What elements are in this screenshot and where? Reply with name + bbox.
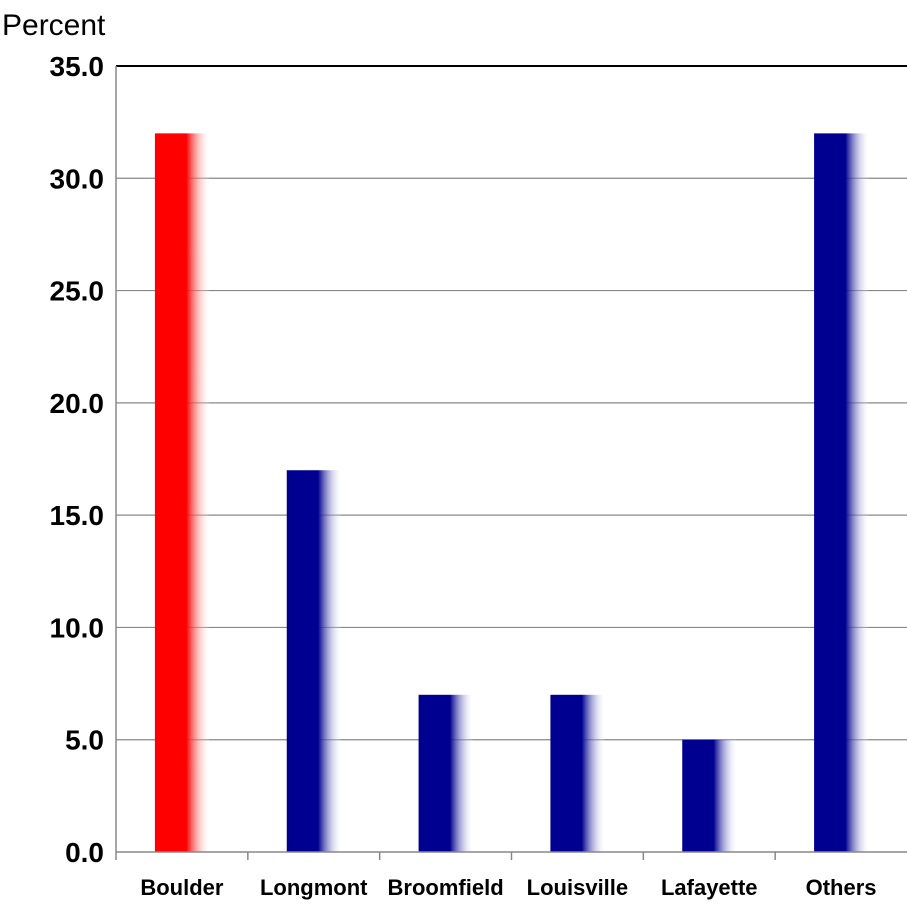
y-tick-label: 35.0	[50, 51, 105, 82]
bars	[154, 133, 869, 852]
x-tick-label: Boulder	[140, 875, 224, 900]
bar-lafayette	[682, 739, 737, 852]
tick-labels: 0.0 5.0 10.0 15.0 20.0 25.0 30.0 35.0 Boulder Lon…	[50, 51, 877, 900]
y-tick-label: 25.0	[50, 276, 105, 307]
bar-longmont	[286, 470, 341, 852]
y-tick-label: 10.0	[50, 612, 105, 643]
x-tick-label: Longmont	[260, 875, 368, 900]
y-tick-label: 5.0	[65, 725, 104, 756]
bar-others	[814, 133, 869, 852]
y-tick-label: 30.0	[50, 163, 105, 194]
y-tick-label: 20.0	[50, 388, 105, 419]
bar-broomfield	[418, 694, 473, 852]
bar-boulder	[154, 133, 209, 852]
x-tick-label: Broomfield	[388, 875, 504, 900]
x-tick-label: Others	[806, 875, 877, 900]
bar-louisville	[550, 694, 605, 852]
y-axis-label: Percent	[2, 9, 106, 42]
x-tick-label: Lafayette	[661, 875, 758, 900]
y-tick-label: 15.0	[50, 500, 105, 531]
gridlines	[116, 65, 907, 741]
y-tick-label: 0.0	[65, 837, 104, 868]
axes	[115, 66, 907, 860]
x-tick-label: Louisville	[527, 875, 628, 900]
